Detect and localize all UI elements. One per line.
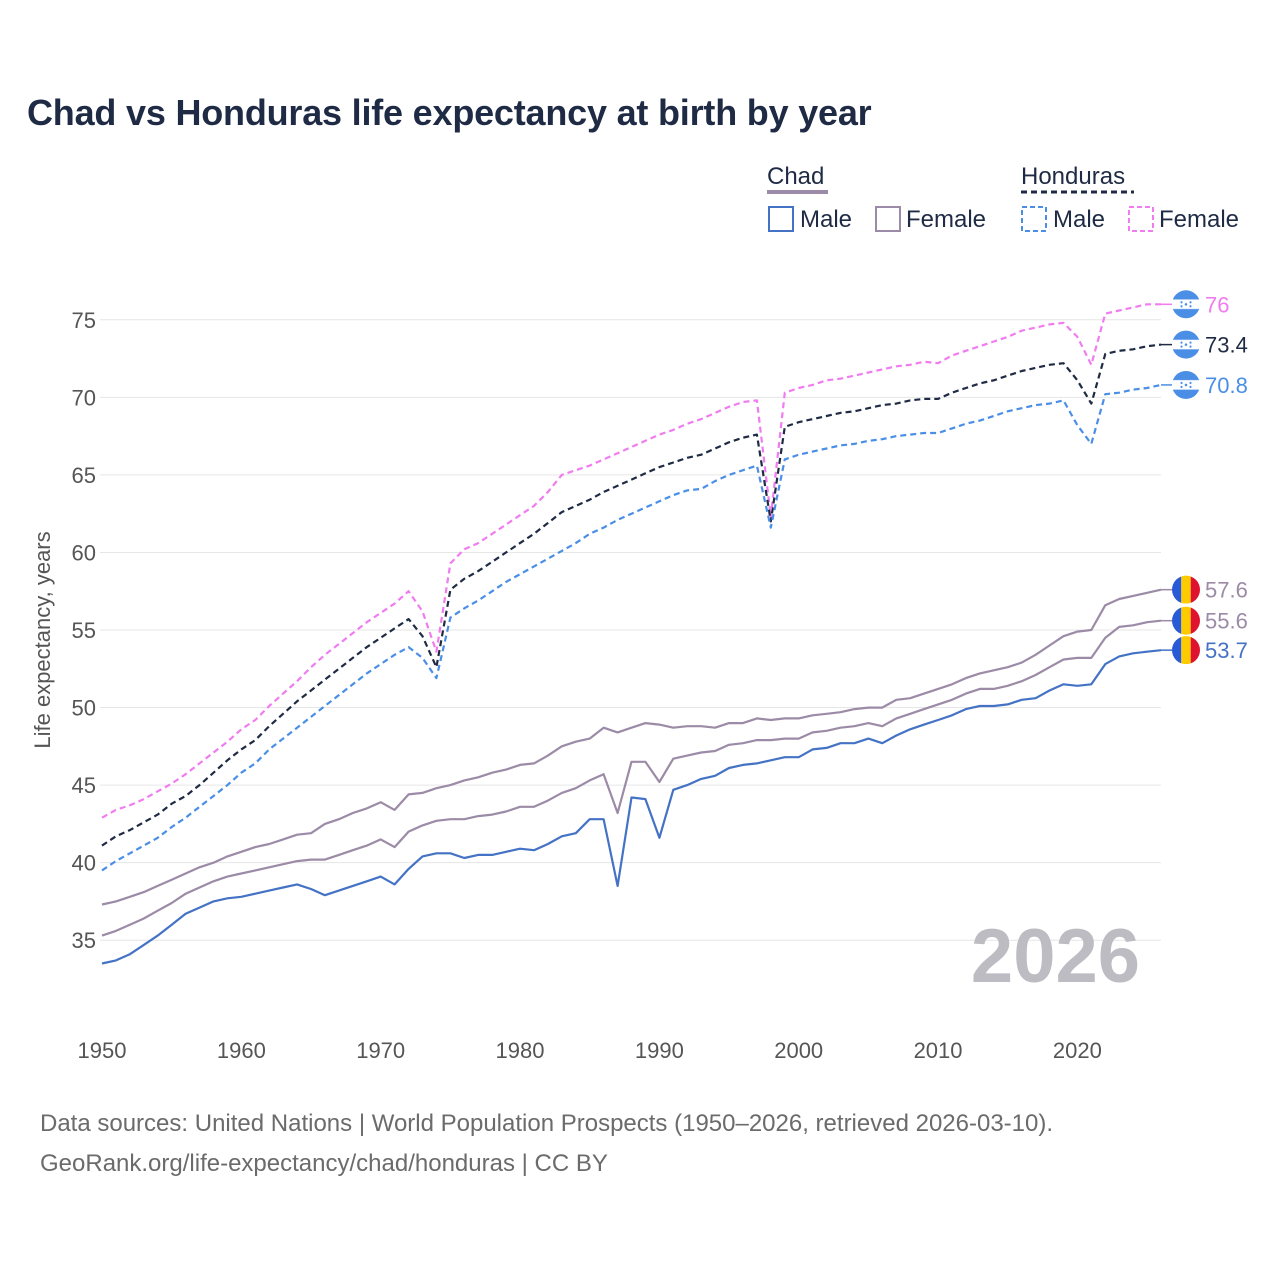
legend: Chad Male Female Honduras Male Female [767,163,1239,233]
series-line-chad-total[interactable] [101,619,1162,937]
x-tick-label: 1960 [217,1038,266,1063]
x-tick-label: 1950 [78,1038,127,1063]
series-line-honduras-total[interactable] [101,343,1162,847]
y-tick-label: 60 [72,540,96,565]
legend-chad-female-label: Female [906,206,986,233]
y-tick-label: 70 [72,385,96,410]
legend-honduras-title: Honduras [1021,163,1125,190]
legend-honduras-male-swatch[interactable] [1021,206,1047,232]
series-line-chad-male[interactable] [101,649,1162,965]
chart-title: Chad vs Honduras life expectancy at birt… [27,92,872,133]
x-tick-label: 2000 [774,1038,823,1063]
legend-chad-male-label: Male [800,206,852,233]
honduras-flag-icon [1172,370,1200,399]
chad-flag-icon [1172,575,1200,604]
end-value-label: 57.6 [1205,578,1248,603]
source-line-1: Data sources: United Nations | World Pop… [40,1110,1054,1137]
series-line-honduras-female[interactable] [101,303,1161,819]
y-tick-label: 75 [72,308,96,333]
end-labels: 76 73.4 70.8 57.6 55.6 53.7 [1161,290,1248,665]
y-tick-label: 35 [72,928,96,953]
end-value-label: 76 [1205,292,1229,317]
x-tick-label: 2020 [1053,1038,1102,1063]
end-value-label: 73.4 [1205,333,1248,358]
y-tick-label: 45 [72,773,96,798]
x-tick-label: 1970 [356,1038,405,1063]
x-tick-label: 2010 [914,1038,963,1063]
end-value-label: 55.6 [1205,609,1248,634]
legend-honduras-female-swatch[interactable] [1128,206,1154,232]
legend-chad-female-swatch[interactable] [875,206,901,232]
gridlines [100,319,1161,941]
year-watermark: 2026 [971,914,1140,999]
honduras-flag-icon [1172,290,1200,319]
x-tick-label: 1990 [635,1038,684,1063]
chad-flag-icon [1172,606,1200,635]
y-tick-label: 55 [72,618,96,643]
y-tick-label: 65 [72,463,96,488]
source-line-2[interactable]: GeoRank.org/life-expectancy/chad/hondura… [40,1150,608,1177]
y-axis-title: Life expectancy, years [30,531,55,748]
series-line-chad-female[interactable] [101,588,1162,906]
series-lines [101,303,1162,965]
chad-flag-icon [1172,636,1200,665]
y-tick-label: 40 [72,851,96,876]
source-note: Data sources: United Nations | World Pop… [40,1104,1053,1184]
series-line-honduras-male[interactable] [101,383,1162,872]
honduras-flag-icon [1172,330,1200,359]
legend-chad-title: Chad [767,163,824,190]
legend-honduras-male-label: Male [1053,206,1105,233]
y-tick-label: 50 [72,696,96,721]
y-axis: 35 40 45 50 55 60 65 70 75 [72,308,96,953]
legend-honduras-female-label: Female [1159,206,1239,233]
x-tick-label: 1980 [496,1038,545,1063]
x-axis: 1950 1960 1970 1980 1990 2000 2010 2020 [78,1038,1102,1063]
end-value-label: 53.7 [1205,638,1248,663]
legend-chad-male-swatch[interactable] [768,206,794,232]
end-value-label: 70.8 [1205,373,1248,398]
